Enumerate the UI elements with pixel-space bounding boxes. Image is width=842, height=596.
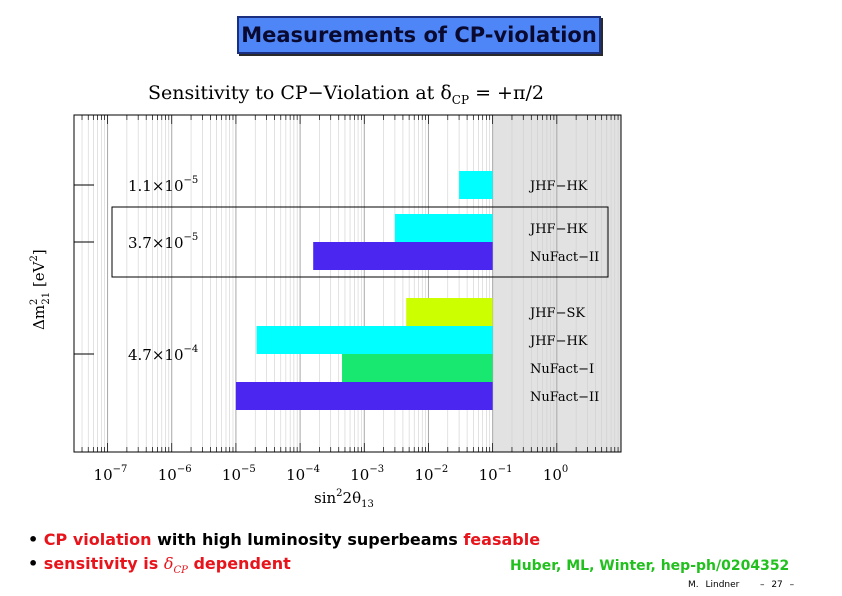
group-label-exp: −5 — [184, 175, 199, 186]
x-tick-label-exp: −6 — [177, 464, 192, 475]
bullet-2-math: δ — [163, 554, 174, 573]
group-box — [111, 206, 609, 278]
y-axis-label-sup2: 2 — [29, 255, 40, 261]
x-tick-label-exp: −3 — [369, 464, 384, 475]
x-axis-label-mid: 2θ — [343, 489, 362, 507]
bullet-2-math-sub: CP — [173, 565, 188, 577]
group-label: 1.1×10−5 — [128, 175, 198, 195]
bar-label: JHF−HK — [528, 334, 588, 349]
bar-label: NuFact−I — [530, 362, 594, 377]
bar-jhfhk — [459, 171, 493, 199]
x-tick-label-exp: −5 — [241, 464, 256, 475]
x-tick-label-exp: −4 — [305, 464, 320, 475]
x-tick-label: 10−2 — [414, 464, 448, 484]
footer-page: – 27 – — [759, 580, 795, 590]
x-tick-label-exp: −7 — [113, 464, 128, 475]
bar-nufactii — [235, 382, 493, 410]
x-axis-label: sin22θ13 — [314, 488, 374, 510]
bar-label: NuFact−II — [530, 250, 599, 265]
bullet-1-text: with high luminosity superbeams — [151, 530, 464, 549]
x-tick-label: 10−5 — [222, 464, 256, 484]
bar-nufacti — [342, 354, 493, 382]
chart-title-rest: = +π/2 — [469, 82, 544, 104]
bullet-list: • CP violation with high luminosity supe… — [28, 528, 540, 583]
x-axis-label-sup: 2 — [336, 488, 342, 499]
y-axis-label: Δm221 [eV2] — [29, 249, 52, 330]
bar-jhfsk — [406, 298, 493, 326]
y-axis-label-sub: 21 — [41, 292, 52, 305]
slide-title-text: Measurements of CP-violation — [241, 23, 597, 47]
y-axis-label-end: ] — [30, 249, 48, 255]
bullet-item-2: • sensitivity is δCP dependent — [28, 554, 291, 577]
bar-label: NuFact−II — [530, 390, 599, 405]
x-axis-label-sub: 13 — [361, 499, 374, 510]
bullet-2-highlight: sensitivity is — [43, 554, 164, 573]
bar-jhfhk — [256, 326, 493, 354]
bullet-item-1: • CP violation with high luminosity supe… — [28, 530, 541, 549]
slide-footer: M. Lindner – 27 – — [688, 580, 794, 590]
x-tick-label: 10−4 — [286, 464, 320, 484]
y-axis-label-sup: 2 — [29, 299, 40, 305]
bar-nufactii — [313, 242, 493, 270]
bullet-1-highlight-2: feasable — [463, 530, 541, 549]
bar-label: JHF−SK — [528, 306, 585, 321]
x-tick-label-exp: 0 — [562, 464, 568, 475]
bar-label: JHF−HK — [528, 179, 588, 194]
group-label: 3.7×10−5 — [128, 232, 198, 252]
group-label-exp: −4 — [184, 344, 199, 355]
chart-title: Sensitivity to CP−Violation at δCP = +π/… — [148, 82, 544, 107]
bar-label: JHF−HK — [528, 222, 588, 237]
x-tick-label-exp: −1 — [498, 464, 513, 475]
chart-title-sub: CP — [451, 92, 470, 107]
bullet-1-highlight: CP violation — [43, 530, 152, 549]
x-tick-label: 10−6 — [158, 464, 192, 484]
x-tick-label: 100 — [543, 464, 568, 484]
y-axis-label-rest: [eV — [30, 260, 48, 291]
bullet-2-text: dependent — [187, 554, 291, 573]
x-tick-label-exp: −2 — [434, 464, 449, 475]
x-tick-label: 10−7 — [94, 464, 128, 484]
slide-title: Measurements of CP-violation — [237, 16, 601, 54]
reference-citation: Huber, ML, Winter, hep-ph/0204352 — [510, 558, 790, 574]
plot-frame — [73, 114, 622, 453]
group-label: 4.7×10−4 — [128, 344, 198, 364]
chart-title-main: Sensitivity to CP−Violation at δ — [148, 82, 452, 104]
bar-jhfhk — [394, 214, 493, 242]
footer-author: M. Lindner — [688, 580, 740, 590]
x-tick-label: 10−1 — [479, 464, 513, 484]
x-tick-label: 10−3 — [350, 464, 384, 484]
group-label-exp: −5 — [184, 232, 199, 243]
